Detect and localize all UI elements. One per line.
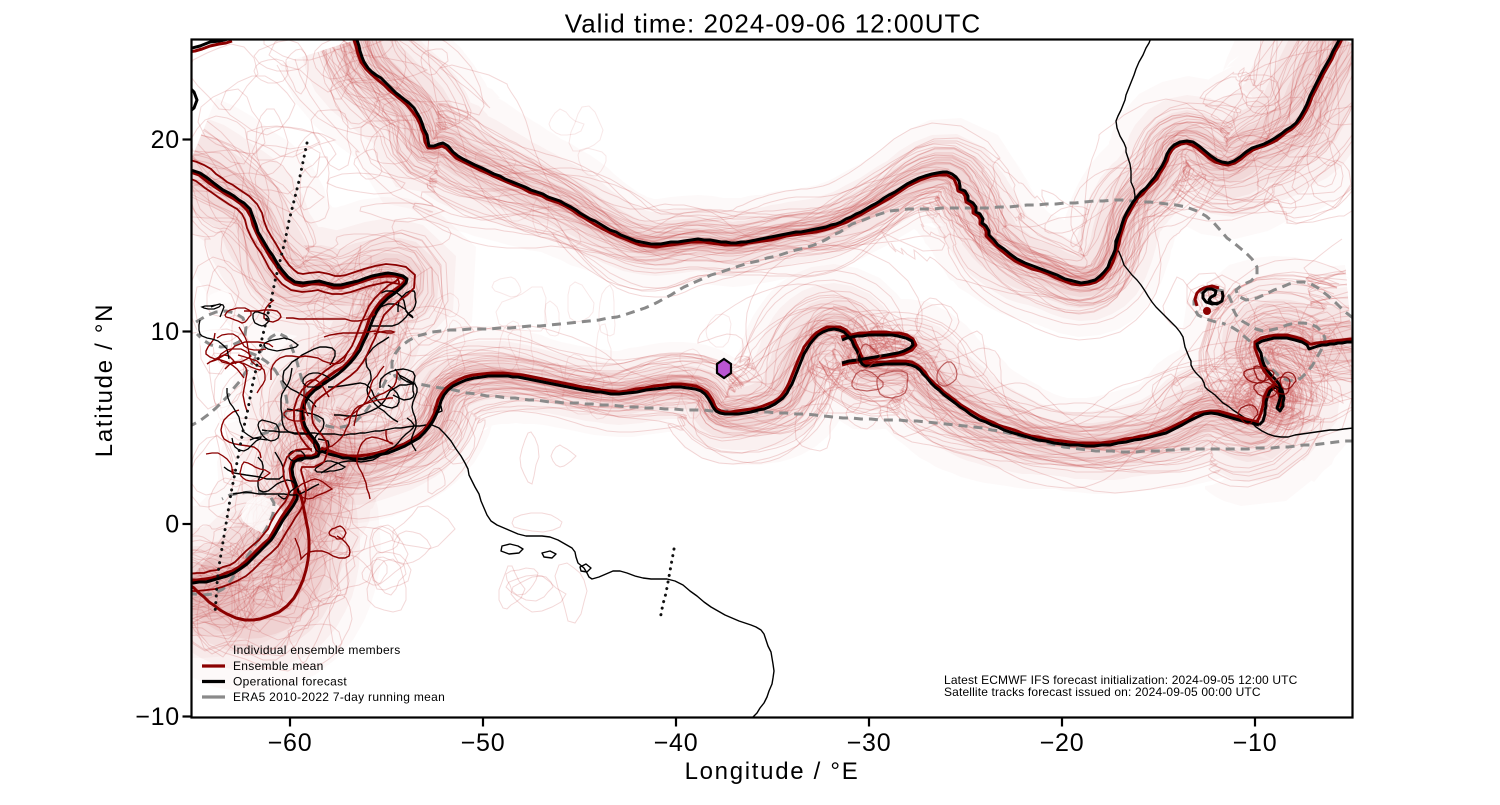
svg-text:−50: −50	[461, 729, 506, 757]
svg-text:Latest ECMWF IFS forecast init: Latest ECMWF IFS forecast initialization…	[944, 673, 1298, 687]
svg-text:10: 10	[151, 318, 180, 346]
svg-text:Individual ensemble members: Individual ensemble members	[233, 643, 401, 657]
svg-text:−40: −40	[654, 729, 699, 757]
svg-text:−10: −10	[135, 703, 180, 731]
svg-text:ERA5 2010-2022 7-day running m: ERA5 2010-2022 7-day running mean	[233, 690, 445, 704]
svg-text:20: 20	[151, 126, 180, 154]
svg-text:Ensemble mean: Ensemble mean	[233, 659, 324, 673]
svg-text:Valid time: 2024-09-06 12:00UT: Valid time: 2024-09-06 12:00UTC	[565, 9, 981, 39]
svg-text:Longitude / °E: Longitude / °E	[685, 758, 860, 785]
svg-text:−10: −10	[1233, 729, 1278, 757]
svg-text:−30: −30	[847, 729, 892, 757]
svg-text:0: 0	[165, 511, 180, 539]
svg-text:Operational forecast: Operational forecast	[233, 675, 347, 689]
svg-text:Latitude / °N: Latitude / °N	[91, 303, 118, 457]
svg-text:Satellite tracks forecast issu: Satellite tracks forecast issued on: 202…	[944, 685, 1261, 699]
svg-text:−60: −60	[268, 729, 313, 757]
svg-text:−20: −20	[1040, 729, 1085, 757]
